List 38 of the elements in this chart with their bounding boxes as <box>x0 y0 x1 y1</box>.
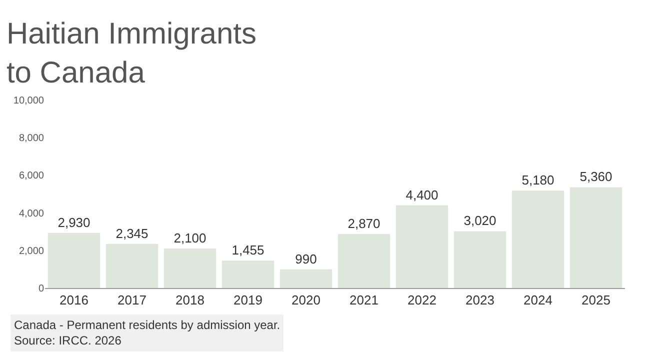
bar <box>338 234 390 288</box>
x-tick-label: 2017 <box>118 292 146 308</box>
x-tick-label: 2018 <box>176 292 204 308</box>
data-label: 2,930 <box>58 214 90 230</box>
bar <box>570 187 622 288</box>
x-tick-label: 2016 <box>60 292 88 308</box>
bar <box>512 190 564 288</box>
data-label: 5,180 <box>522 172 554 188</box>
data-label: 2,100 <box>174 230 206 246</box>
x-tick-label: 2022 <box>408 292 436 308</box>
y-tick-label: 6,000 <box>18 170 44 182</box>
x-tick-label: 2021 <box>350 292 378 308</box>
y-tick-label: 4,000 <box>18 208 44 220</box>
y-tick-label: 10,000 <box>13 96 44 106</box>
bar <box>396 205 448 288</box>
x-tick-label: 2024 <box>524 292 552 308</box>
x-tick-label: 2025 <box>582 292 610 308</box>
x-tick-label: 2019 <box>234 292 262 308</box>
y-tick-label: 8,000 <box>18 133 44 144</box>
data-label: 2,870 <box>348 216 380 232</box>
bar <box>222 260 274 288</box>
chart-title: Haitian Immigrants to Canada <box>6 18 257 90</box>
y-tick-label: 0 <box>38 284 44 294</box>
data-label: 2,345 <box>116 226 148 241</box>
text: Canada - Permanent residents by admission year. Source: IRCC. 2026 <box>14 318 280 348</box>
y-tick-label: 2,000 <box>18 246 44 257</box>
data-label: 3,020 <box>464 213 496 228</box>
data-label: 5,360 <box>580 169 612 184</box>
x-tick-label: 2020 <box>292 292 320 308</box>
data-label: 1,455 <box>232 242 264 258</box>
bar <box>164 248 216 288</box>
bar <box>106 244 158 288</box>
bar <box>280 269 332 288</box>
data-label: 990 <box>295 251 317 266</box>
data-label: 4,400 <box>406 187 438 202</box>
bar <box>48 232 100 288</box>
x-tick-label: 2023 <box>466 292 494 308</box>
bar <box>454 231 506 288</box>
